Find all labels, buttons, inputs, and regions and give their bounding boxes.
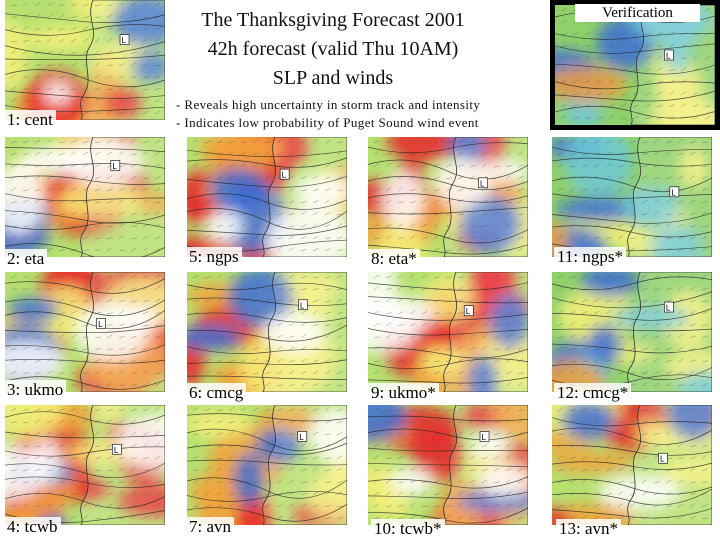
title-line-2: 42h forecast (valid Thu 10AM): [207, 38, 459, 60]
panel-label-avn: 7: avn: [186, 517, 235, 537]
forecast-map-avn-star: L: [552, 405, 712, 525]
svg-text:L: L: [482, 433, 487, 442]
forecast-map-ukmo: L: [5, 272, 165, 392]
svg-text:L: L: [480, 179, 485, 188]
svg-text:L: L: [112, 162, 117, 171]
svg-text:L: L: [660, 455, 665, 464]
forecast-map-cmcg-star: L: [552, 272, 712, 392]
forecast-map-tcwb: L: [5, 405, 165, 525]
panel-label-avn-star: 13: avn*: [556, 519, 622, 539]
forecast-map-avn: L: [187, 405, 347, 525]
panel-label-tcwb: 4: tcwb: [4, 517, 61, 537]
svg-text:L: L: [122, 36, 127, 45]
svg-text:L: L: [282, 171, 287, 180]
forecast-map-ngps-star: L: [552, 137, 712, 257]
svg-text:L: L: [666, 304, 671, 313]
panel-label-eta-star: 8: eta*: [368, 249, 420, 269]
panel-label-ngps-star: 11: ngps*: [554, 247, 626, 267]
verification-map: L: [555, 5, 715, 125]
forecast-map-eta-star: L: [368, 137, 528, 257]
panel-label-tcwb-star: 10: tcwb*: [371, 519, 445, 539]
title-line-3: SLP and winds: [272, 67, 394, 89]
svg-text:L: L: [114, 446, 119, 455]
forecast-map-cent: L: [5, 0, 165, 120]
svg-text:L: L: [299, 433, 304, 442]
title-line-1: The Thanksgiving Forecast 2001: [201, 9, 465, 31]
forecast-map-cmcg: L: [187, 272, 347, 392]
page-title: The Thanksgiving Forecast 2001 42h forec…: [178, 6, 488, 93]
forecast-map-eta: L: [5, 137, 165, 257]
notes: - Reveals high uncertainty in storm trac…: [176, 96, 480, 132]
panel-label-cmcg-star: 12: cmcg*: [554, 383, 632, 403]
svg-text:L: L: [671, 188, 676, 197]
panel-label-ukmo-star: 9: ukmo*: [368, 383, 439, 403]
forecast-map-ngps: L: [187, 137, 347, 257]
panel-label-ngps: 5: ngps: [186, 247, 242, 267]
panel-label-ukmo: 3: ukmo: [4, 380, 67, 400]
note-probability: - Indicates low probability of Puget Sou…: [176, 115, 479, 130]
svg-text:L: L: [300, 301, 305, 310]
panel-label-eta: 2: eta: [4, 249, 48, 269]
svg-text:L: L: [98, 320, 103, 329]
panel-label-cmcg: 6: cmcg: [186, 383, 247, 403]
verification-label: Verification: [575, 4, 700, 22]
panel-label-cent: 1: cent: [4, 110, 56, 130]
note-uncertainty: - Reveals high uncertainty in storm trac…: [176, 97, 481, 112]
svg-text:L: L: [466, 307, 471, 316]
forecast-map-ukmo-star: L: [368, 272, 528, 392]
forecast-map-tcwb-star: L: [368, 405, 528, 525]
svg-text:L: L: [666, 52, 671, 61]
